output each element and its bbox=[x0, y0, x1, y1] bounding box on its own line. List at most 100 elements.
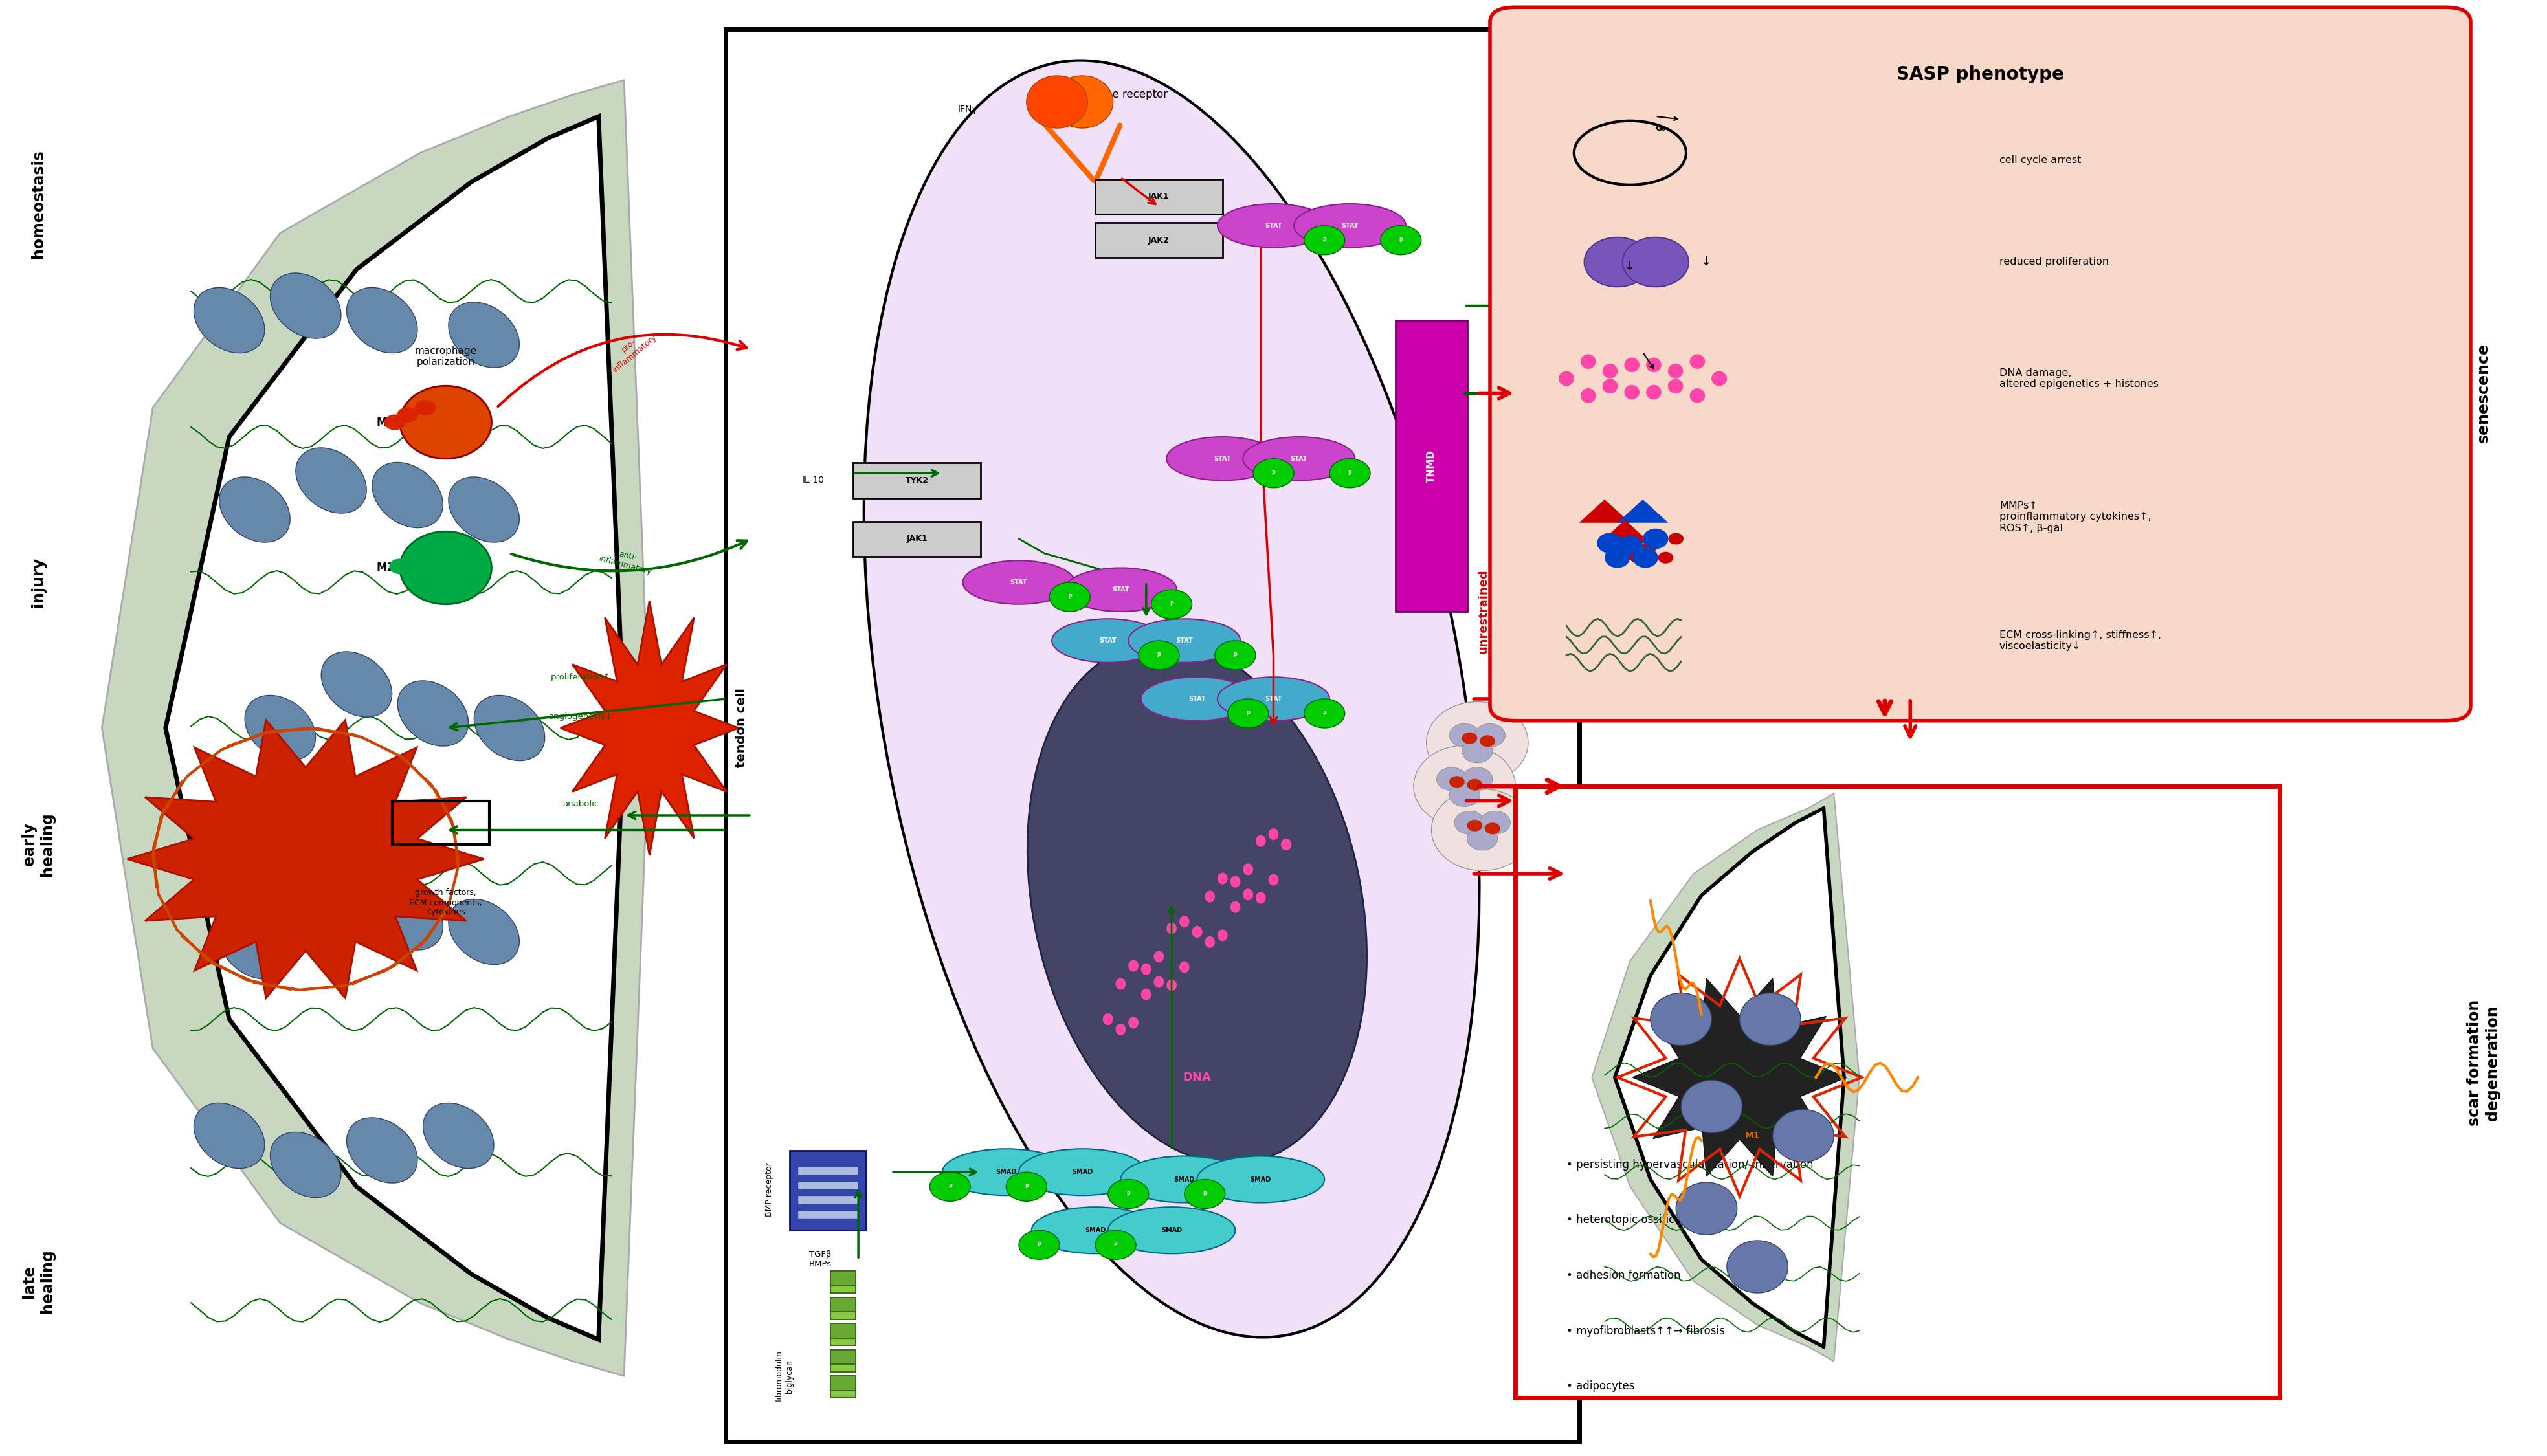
Ellipse shape bbox=[415, 400, 436, 415]
Text: M2: M2 bbox=[377, 562, 395, 574]
Ellipse shape bbox=[1645, 358, 1661, 373]
Ellipse shape bbox=[1139, 641, 1179, 670]
Text: SMAD: SMAD bbox=[1251, 1176, 1271, 1182]
Ellipse shape bbox=[1304, 699, 1345, 728]
Ellipse shape bbox=[219, 478, 290, 542]
Ellipse shape bbox=[1103, 1013, 1113, 1025]
Text: STAT: STAT bbox=[1266, 696, 1281, 702]
Ellipse shape bbox=[1151, 590, 1192, 619]
Ellipse shape bbox=[1597, 533, 1622, 553]
FancyBboxPatch shape bbox=[830, 1331, 856, 1345]
Ellipse shape bbox=[1380, 226, 1421, 255]
Ellipse shape bbox=[1108, 1179, 1149, 1208]
Ellipse shape bbox=[1668, 364, 1684, 379]
Text: cytokine receptor: cytokine receptor bbox=[1072, 89, 1169, 100]
Polygon shape bbox=[560, 600, 739, 855]
Text: angiogenesis↓: angiogenesis↓ bbox=[548, 712, 614, 721]
Ellipse shape bbox=[1449, 776, 1465, 788]
Text: tendon cell: tendon cell bbox=[736, 689, 746, 767]
Text: SASP phenotype: SASP phenotype bbox=[1898, 66, 2063, 83]
Ellipse shape bbox=[1205, 936, 1215, 948]
Ellipse shape bbox=[1330, 459, 1370, 488]
Text: STAT: STAT bbox=[1266, 223, 1281, 229]
Ellipse shape bbox=[942, 1149, 1070, 1195]
Ellipse shape bbox=[1230, 901, 1240, 913]
Text: anabolic: anabolic bbox=[563, 799, 599, 808]
Ellipse shape bbox=[1095, 1230, 1136, 1259]
Text: SMAD: SMAD bbox=[1161, 1227, 1182, 1233]
Ellipse shape bbox=[1243, 863, 1253, 875]
FancyBboxPatch shape bbox=[797, 1210, 858, 1219]
Ellipse shape bbox=[1215, 641, 1256, 670]
Text: P: P bbox=[1347, 470, 1352, 476]
Text: P: P bbox=[1024, 1184, 1029, 1190]
Ellipse shape bbox=[1462, 732, 1477, 744]
Text: macrophage
polarization: macrophage polarization bbox=[415, 347, 476, 367]
Text: cell cycle arrest: cell cycle arrest bbox=[1999, 156, 2081, 165]
Text: • heterotopic ossification: • heterotopic ossification bbox=[1566, 1214, 1701, 1226]
FancyBboxPatch shape bbox=[1095, 223, 1223, 258]
Ellipse shape bbox=[1121, 1156, 1248, 1203]
Text: DNA: DNA bbox=[1182, 1072, 1212, 1083]
Text: MMPs↑
proinflammatory cytokines↑,
ROS↑, β-gal: MMPs↑ proinflammatory cytokines↑, ROS↑, … bbox=[1999, 501, 2152, 533]
Ellipse shape bbox=[448, 900, 520, 964]
Ellipse shape bbox=[1026, 76, 1088, 128]
Text: anti-
inflammatory: anti- inflammatory bbox=[599, 545, 655, 577]
Ellipse shape bbox=[1205, 891, 1215, 903]
Text: IFNγ: IFNγ bbox=[958, 105, 978, 114]
FancyBboxPatch shape bbox=[830, 1278, 856, 1293]
Text: STAT: STAT bbox=[1215, 456, 1230, 462]
Text: P: P bbox=[1126, 1191, 1131, 1197]
Ellipse shape bbox=[1103, 1013, 1113, 1025]
Text: ↓: ↓ bbox=[1701, 256, 1712, 268]
Ellipse shape bbox=[1026, 642, 1368, 1163]
Text: P: P bbox=[1322, 711, 1327, 716]
Ellipse shape bbox=[423, 1104, 494, 1168]
Ellipse shape bbox=[1179, 961, 1189, 973]
Polygon shape bbox=[1617, 499, 1668, 523]
Ellipse shape bbox=[405, 552, 425, 566]
Ellipse shape bbox=[1141, 677, 1253, 721]
Text: SMAD: SMAD bbox=[1072, 1169, 1093, 1175]
Text: ↓: ↓ bbox=[1625, 261, 1635, 272]
Ellipse shape bbox=[1032, 1207, 1159, 1254]
Ellipse shape bbox=[1630, 552, 1645, 563]
Ellipse shape bbox=[1467, 820, 1482, 831]
FancyBboxPatch shape bbox=[1490, 7, 2471, 721]
FancyBboxPatch shape bbox=[1095, 179, 1223, 214]
Ellipse shape bbox=[1645, 384, 1661, 399]
Polygon shape bbox=[1592, 794, 1859, 1361]
Text: P: P bbox=[1398, 237, 1403, 243]
Ellipse shape bbox=[1228, 699, 1268, 728]
Ellipse shape bbox=[270, 1133, 341, 1197]
Ellipse shape bbox=[1052, 76, 1113, 128]
Ellipse shape bbox=[1141, 989, 1151, 1000]
Ellipse shape bbox=[1243, 888, 1253, 900]
Ellipse shape bbox=[1643, 529, 1668, 549]
Ellipse shape bbox=[1740, 993, 1801, 1045]
Ellipse shape bbox=[1108, 1207, 1235, 1254]
Text: SMAD: SMAD bbox=[1174, 1176, 1195, 1182]
Ellipse shape bbox=[963, 561, 1075, 604]
Text: P: P bbox=[1156, 652, 1161, 658]
Ellipse shape bbox=[194, 288, 265, 352]
Ellipse shape bbox=[346, 1118, 418, 1182]
Text: fibromodulin
biglycan: fibromodulin biglycan bbox=[774, 1350, 795, 1402]
Text: scar formation
degeneration: scar formation degeneration bbox=[2465, 1000, 2501, 1125]
Text: unrestrained
inflammation: unrestrained inflammation bbox=[1477, 568, 1503, 655]
Ellipse shape bbox=[1128, 619, 1240, 662]
Ellipse shape bbox=[390, 559, 410, 574]
Text: M1: M1 bbox=[377, 416, 395, 428]
Ellipse shape bbox=[448, 303, 520, 367]
Ellipse shape bbox=[1128, 1016, 1139, 1028]
Ellipse shape bbox=[1052, 619, 1164, 662]
Ellipse shape bbox=[1256, 893, 1266, 904]
Ellipse shape bbox=[397, 681, 469, 745]
Text: ECM cross-linking↑, stiffness↑,
viscoelasticity↓: ECM cross-linking↑, stiffness↑, viscoela… bbox=[1999, 630, 2162, 651]
Text: P: P bbox=[1113, 1242, 1118, 1248]
Text: injury: injury bbox=[31, 558, 46, 607]
Text: P: P bbox=[1322, 237, 1327, 243]
Ellipse shape bbox=[1650, 993, 1712, 1045]
FancyBboxPatch shape bbox=[1396, 320, 1467, 612]
Ellipse shape bbox=[295, 871, 367, 935]
